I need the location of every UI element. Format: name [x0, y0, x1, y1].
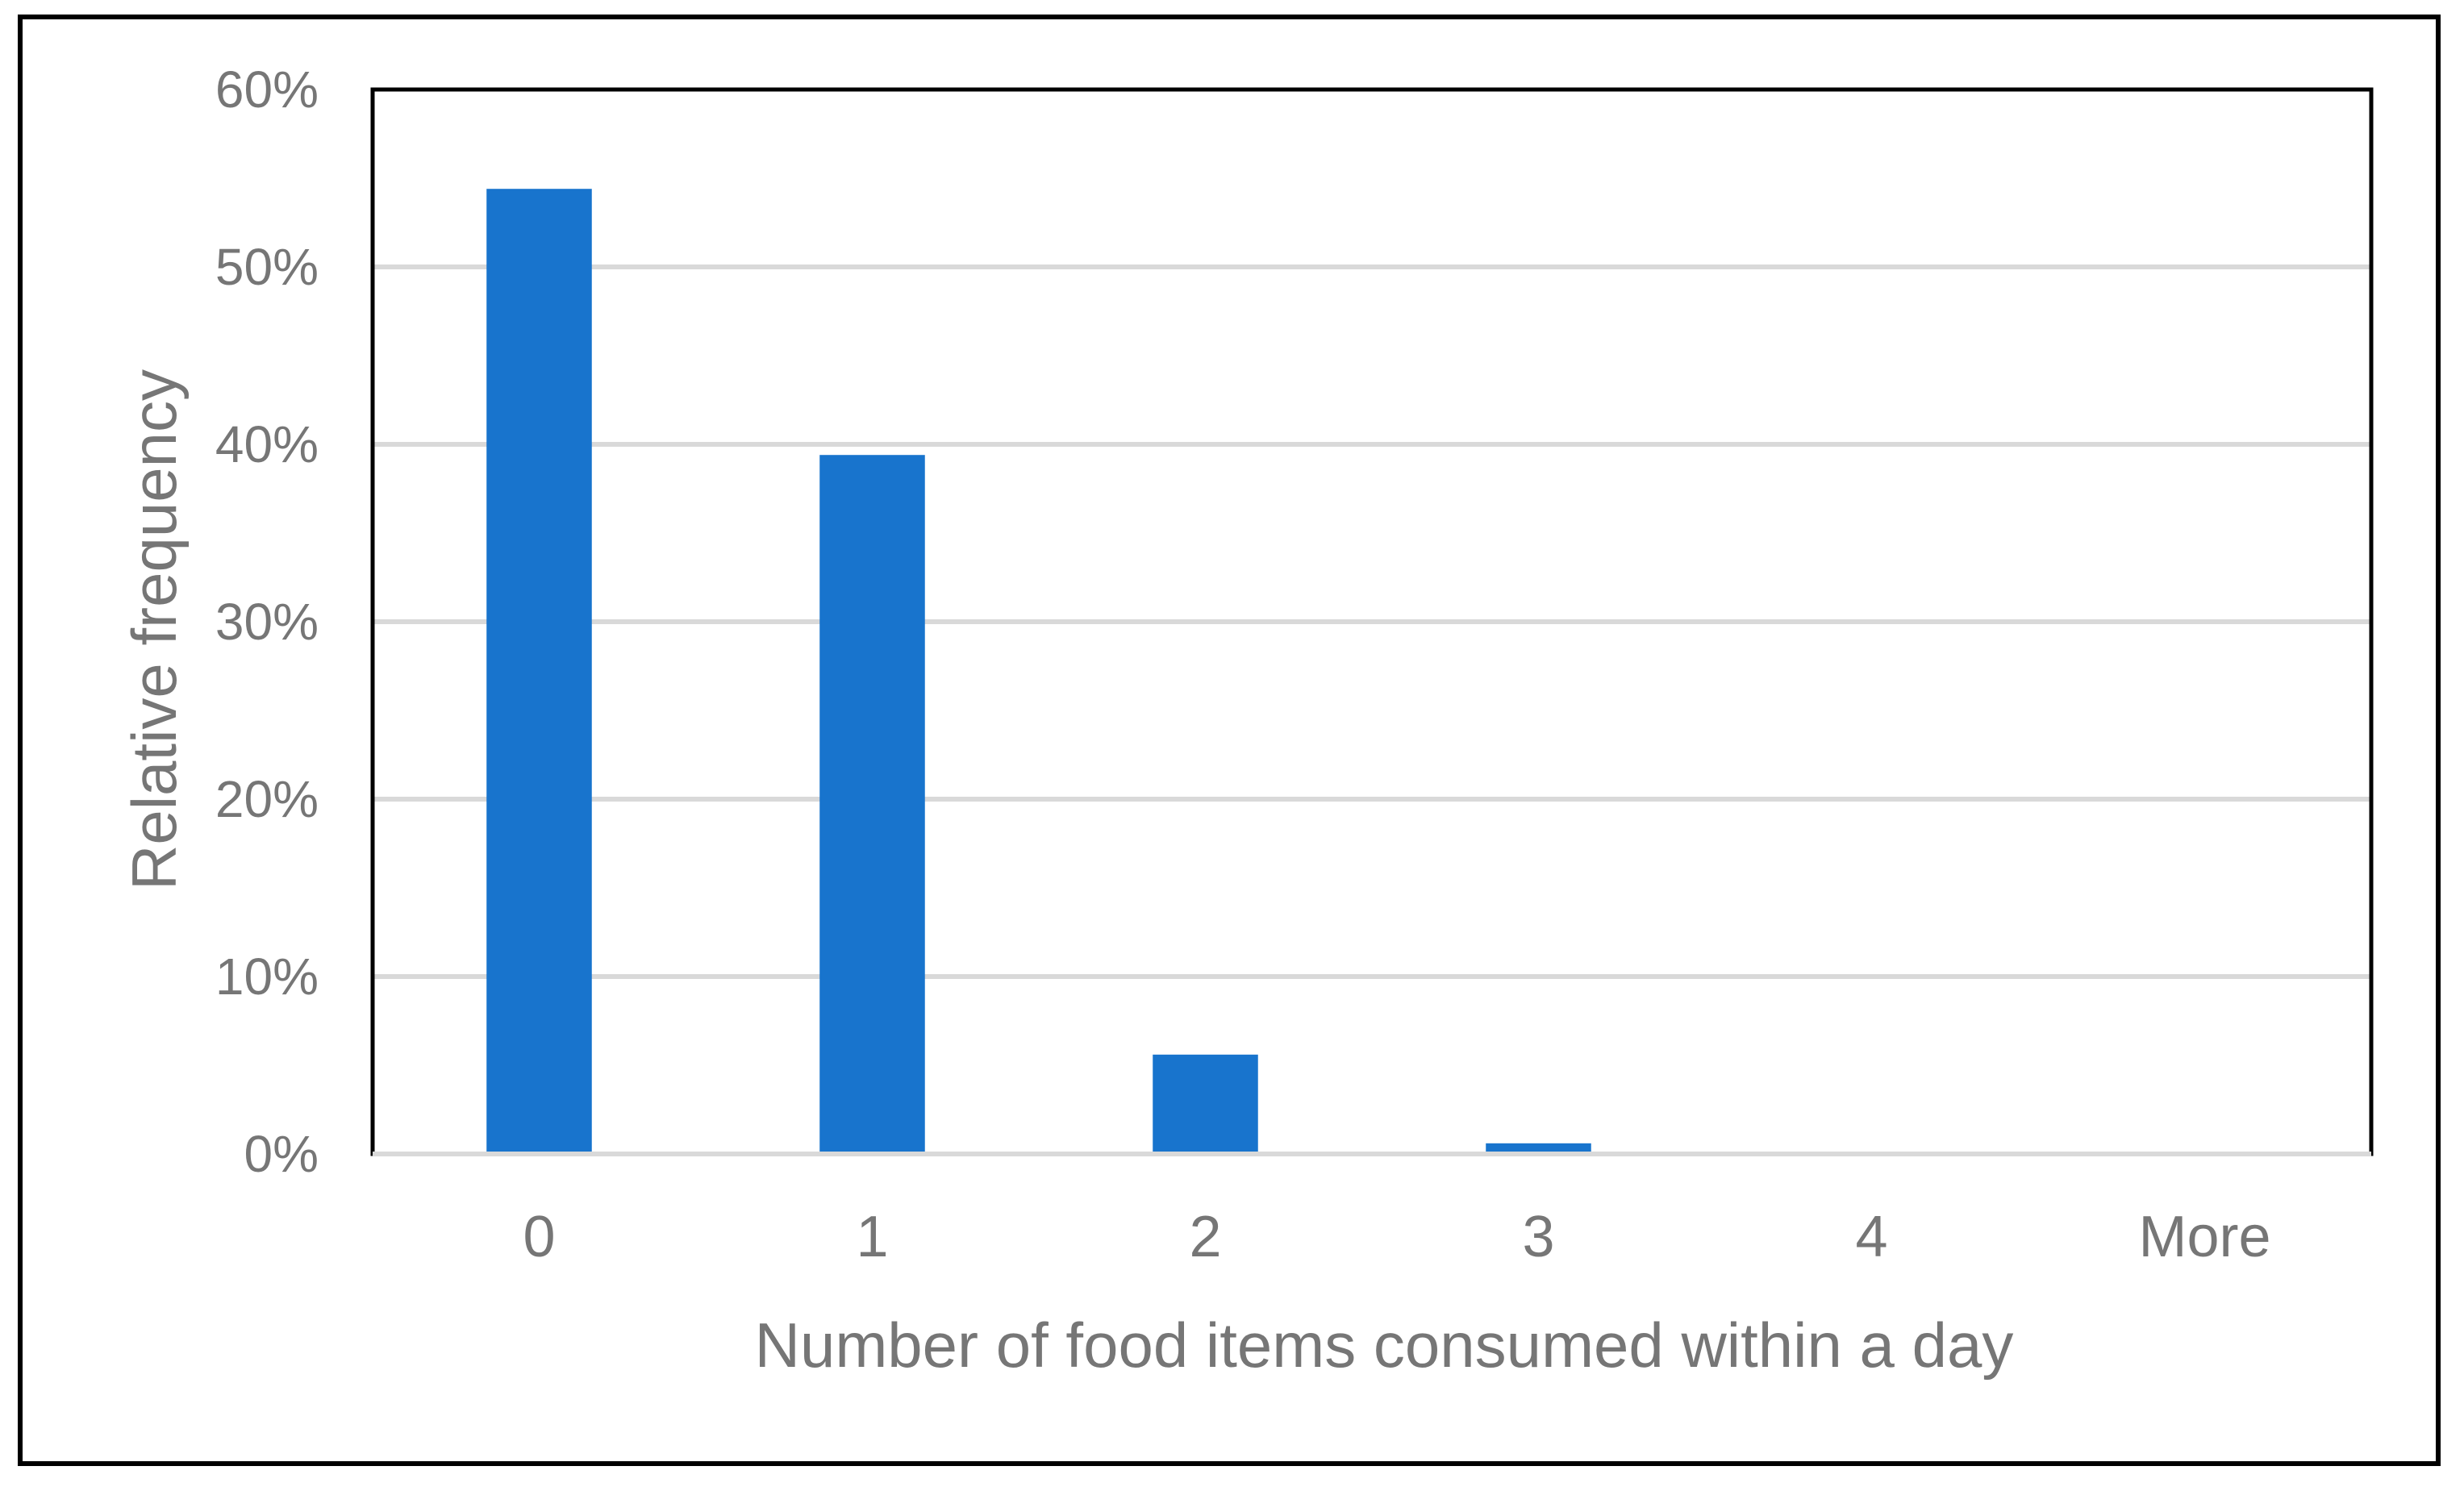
- bar-1: [819, 455, 925, 1154]
- y-tick-label: 40%: [215, 415, 319, 473]
- y-tick-label: 10%: [215, 948, 319, 1006]
- x-tick-label: 3: [1522, 1205, 1554, 1269]
- chart-frame: [18, 15, 2441, 1466]
- y-tick-label: 60%: [215, 60, 319, 119]
- bars: [486, 189, 1591, 1155]
- y-axis-title: Relative frequency: [119, 369, 190, 890]
- x-tick-labels: 0 1 2 3 4 More: [523, 1205, 2270, 1269]
- y-tick-label: 50%: [215, 238, 319, 296]
- bar-0: [486, 189, 592, 1155]
- x-tick-label: 1: [856, 1205, 888, 1269]
- bar-3: [1486, 1143, 1591, 1154]
- y-tick-labels: 0% 10% 20% 30% 40% 50% 60%: [215, 60, 319, 1183]
- gridlines: [373, 264, 2371, 979]
- x-axis-title: Number of food items consumed within a d…: [755, 1310, 2014, 1381]
- y-tick-label: 20%: [215, 770, 319, 828]
- x-tick-label: More: [2138, 1205, 2270, 1269]
- y-tick-label: 0%: [244, 1125, 319, 1183]
- bar-2: [1153, 1054, 1258, 1154]
- x-tick-label: 4: [1855, 1205, 1887, 1269]
- x-tick-label: 0: [523, 1205, 555, 1269]
- x-tick-label: 2: [1189, 1205, 1221, 1269]
- y-tick-label: 30%: [215, 593, 319, 651]
